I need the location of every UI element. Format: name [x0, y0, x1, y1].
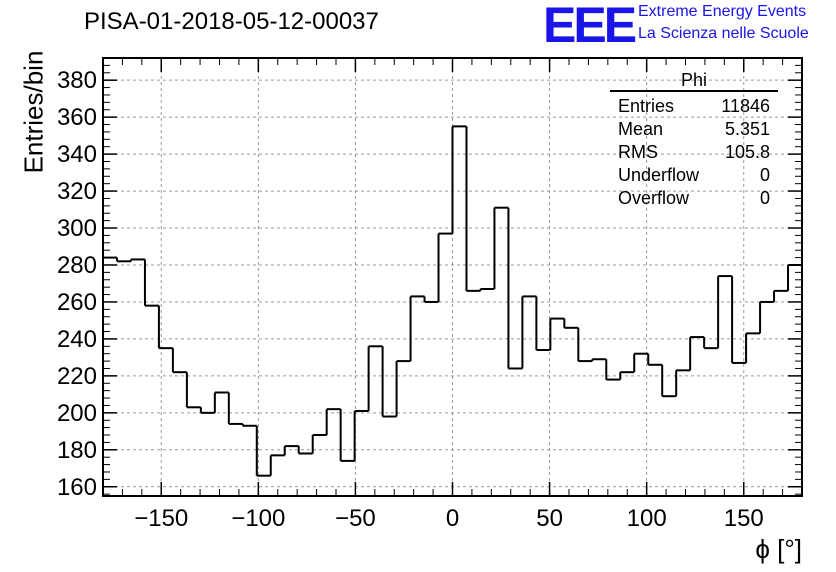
stats-label: RMS	[618, 142, 658, 162]
y-tick-label: 300	[57, 215, 97, 242]
stats-box-title: Phi	[610, 70, 778, 92]
stats-row-rms: RMS 105.8	[610, 141, 778, 164]
stats-row-underflow: Underflow 0	[610, 164, 778, 187]
stats-value: 0	[759, 165, 770, 185]
stats-row-entries: Entries 11846	[610, 95, 778, 118]
stats-value: 0	[759, 188, 770, 208]
x-tick-label: 150	[724, 505, 764, 532]
x-tick-label: −150	[134, 505, 188, 532]
axis-ticks	[103, 57, 802, 496]
y-tick-label: 160	[57, 474, 97, 501]
stats-label: Mean	[618, 119, 664, 139]
stats-value: 105.8	[724, 142, 770, 162]
y-axis-label: Entries/bin	[18, 50, 49, 174]
stats-value: 11846	[721, 96, 770, 116]
stats-label: Entries	[618, 96, 675, 116]
stats-value: 5.351	[724, 119, 770, 139]
x-tick-label: 0	[446, 505, 459, 532]
logo-caption-line2: La Scienza nelle Scuole	[638, 25, 809, 42]
run-title: PISA-01-2018-05-12-00037	[84, 8, 379, 35]
y-tick-label: 200	[57, 400, 97, 427]
y-tick-label: 240	[57, 326, 97, 353]
y-tick-label: 260	[57, 289, 97, 316]
stats-row-overflow: Overflow 0	[610, 187, 778, 210]
stats-label: Overflow	[618, 188, 690, 208]
y-tick-label: 180	[57, 437, 97, 464]
x-tick-label: −50	[335, 505, 376, 532]
y-tick-label: 320	[57, 178, 97, 205]
x-tick-label: −100	[231, 505, 285, 532]
x-tick-label: 50	[536, 505, 563, 532]
y-tick-label: 220	[57, 363, 97, 390]
stats-row-mean: Mean 5.351	[610, 118, 778, 141]
logo-caption-line1: Extreme Energy Events	[638, 3, 807, 20]
x-tick-label: 100	[627, 505, 667, 532]
histogram-series	[103, 125, 802, 477]
y-tick-label: 360	[57, 104, 97, 131]
x-axis-label: ϕ [°]	[755, 534, 802, 564]
y-tick-label: 380	[57, 67, 97, 94]
axis-tick-labels: −150 −100 −50 0 50 100 150 160 180 200 220 240 260 28…	[57, 67, 764, 532]
stats-label: Underflow	[618, 165, 700, 185]
y-tick-label: 340	[57, 141, 97, 168]
stats-box: Phi Entries 11846 Mean 5.351 RMS 105.8 U…	[610, 70, 778, 210]
y-tick-label: 280	[57, 252, 97, 279]
eee-logo: EEE	[543, 0, 637, 53]
